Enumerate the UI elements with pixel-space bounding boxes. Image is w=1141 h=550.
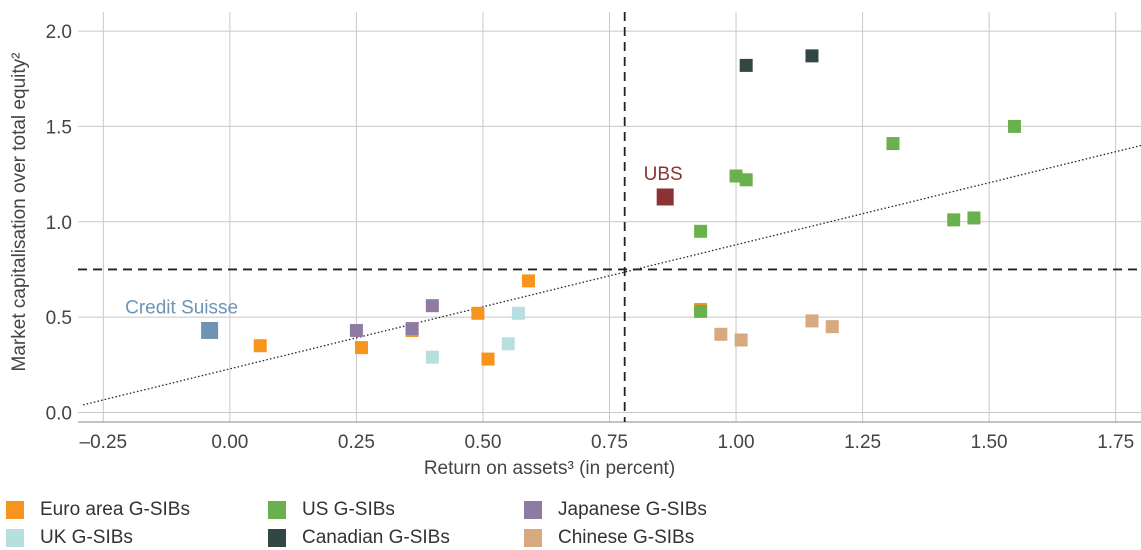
- data-point-japanese-g-sibs: [349, 323, 363, 337]
- data-point-euro-area-g-sibs: [522, 274, 536, 288]
- legend-label-japanese: Japanese G-SIBs: [558, 499, 707, 520]
- y-tick-label: 1.5: [46, 117, 72, 138]
- legend-item-japanese: Japanese G-SIBs: [524, 498, 707, 522]
- data-point-chinese-g-sibs: [825, 320, 839, 334]
- x-tick-label: 0.00: [211, 432, 248, 453]
- data-point-japanese-g-sibs: [405, 322, 419, 336]
- data-point-euro-area-g-sibs: [481, 352, 495, 366]
- legend-swatch-us: [268, 501, 286, 519]
- data-point-euro-area-g-sibs: [471, 306, 485, 320]
- data-point-us-g-sibs: [886, 137, 900, 151]
- data-point-us-g-sibs: [967, 211, 981, 225]
- data-point-us-g-sibs: [947, 213, 961, 227]
- data-point-us-g-sibs: [694, 304, 708, 318]
- x-tick-label: 0.75: [591, 432, 628, 453]
- y-axis-title: Market capitalisation over total equity²: [9, 53, 30, 372]
- x-tick-label: 0.25: [338, 432, 375, 453]
- x-tick-label: 1.75: [1097, 432, 1134, 453]
- x-tick-label: 1.25: [844, 432, 881, 453]
- credit-suisse-label: Credit Suisse: [125, 297, 238, 318]
- legend-swatch-chinese: [524, 529, 542, 547]
- data-point-us-g-sibs: [1007, 119, 1021, 133]
- legend-item-euro: Euro area G-SIBs: [6, 498, 190, 522]
- y-tick-label: 2.0: [46, 22, 72, 43]
- ubs-label: UBS: [644, 164, 683, 185]
- x-tick-label: –0.25: [80, 432, 128, 453]
- data-point-uk-g-sibs: [511, 306, 525, 320]
- legend: Euro area G-SIBs UK G-SIBs US G-SIBs Can…: [0, 496, 1141, 550]
- data-point-us-g-sibs: [739, 173, 753, 187]
- y-tick-label: 0.0: [46, 403, 72, 424]
- data-point-us-g-sibs: [729, 169, 743, 183]
- data-point-euro-area-g-sibs: [253, 339, 267, 353]
- x-axis-title: Return on assets³ (in percent): [424, 458, 675, 479]
- highlight-point-ubs: [656, 188, 674, 206]
- data-point-canadian-g-sibs: [739, 58, 753, 72]
- data-point-chinese-g-sibs: [805, 314, 819, 328]
- trend-line: [82, 144, 1141, 406]
- legend-item-uk: UK G-SIBs: [6, 526, 133, 550]
- x-tick-label: 1.50: [971, 432, 1008, 453]
- data-point-canadian-g-sibs: [805, 49, 819, 63]
- legend-label-euro: Euro area G-SIBs: [40, 499, 190, 520]
- x-tick-label: 0.50: [464, 432, 501, 453]
- data-point-japanese-g-sibs: [425, 299, 439, 313]
- legend-item-canadian: Canadian G-SIBs: [268, 526, 450, 550]
- legend-label-canadian: Canadian G-SIBs: [302, 527, 450, 548]
- legend-label-chinese: Chinese G-SIBs: [558, 527, 695, 548]
- data-point-chinese-g-sibs: [714, 327, 728, 341]
- x-tick-label: 1.00: [718, 432, 755, 453]
- data-point-uk-g-sibs: [501, 337, 515, 351]
- legend-swatch-canadian: [268, 529, 286, 547]
- legend-swatch-uk: [6, 529, 24, 547]
- legend-label-us: US G-SIBs: [302, 499, 395, 520]
- data-point-us-g-sibs: [694, 224, 708, 238]
- legend-swatch-japanese: [524, 501, 542, 519]
- data-point-chinese-g-sibs: [734, 333, 748, 347]
- legend-item-chinese: Chinese G-SIBs: [524, 526, 694, 550]
- scatter-chart: –0.25 0.00 0.25 0.50 0.75 1.00 1.25 1.50 1.75 0.0…: [9, 12, 1141, 479]
- data-point-uk-g-sibs: [425, 350, 439, 364]
- legend-label-uk: UK G-SIBs: [40, 527, 133, 548]
- y-tick-label: 1.0: [46, 213, 72, 234]
- y-tick-label: 0.5: [46, 308, 72, 329]
- legend-item-us: US G-SIBs: [268, 498, 395, 522]
- data-point-euro-area-g-sibs: [354, 341, 368, 355]
- legend-swatch-euro: [6, 501, 24, 519]
- highlight-point-credit-suisse: [201, 321, 219, 339]
